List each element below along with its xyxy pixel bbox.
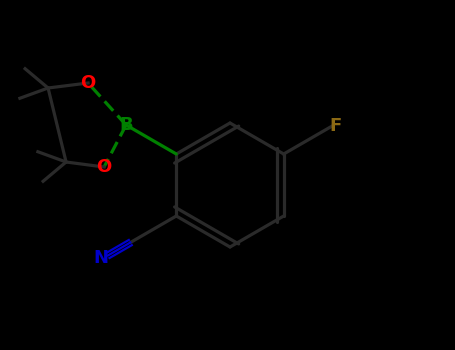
Text: F: F <box>329 118 341 135</box>
Text: N: N <box>94 249 109 267</box>
Text: O: O <box>96 158 111 176</box>
Text: B: B <box>119 116 133 134</box>
Text: O: O <box>81 74 96 92</box>
